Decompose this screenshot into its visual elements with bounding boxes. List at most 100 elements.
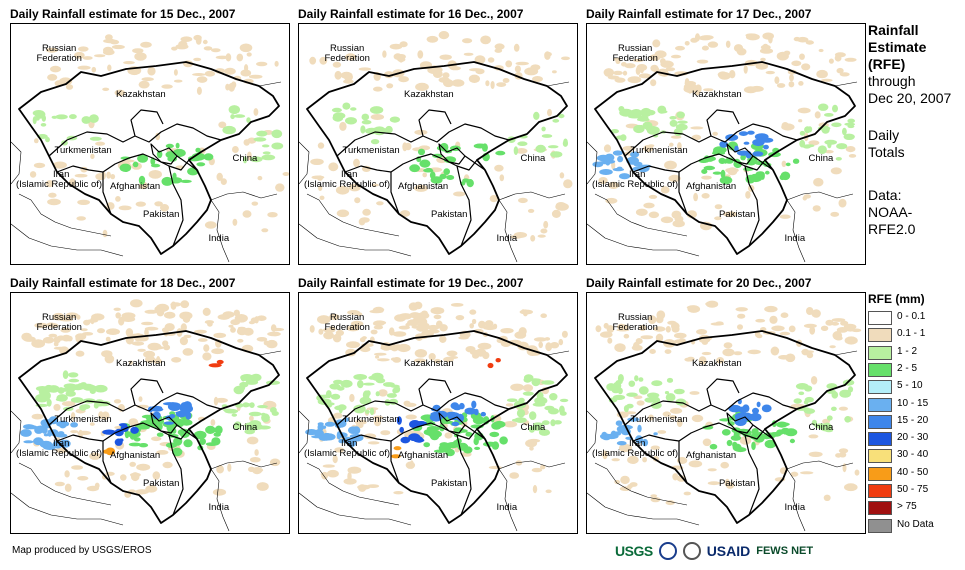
country-border xyxy=(150,143,178,165)
legend-item: 20 - 30 xyxy=(868,430,960,447)
map-panel-6: Russian Federation Kazakhstan Turkmenistan I… xyxy=(586,292,866,534)
neighbor-border xyxy=(587,410,598,454)
country-label-china: China xyxy=(520,422,546,433)
country-label-pakistan: Pakistan xyxy=(431,478,468,489)
neighbor-border xyxy=(587,141,598,185)
rainfall-map xyxy=(11,34,289,263)
country-label-iran-line1: Iran xyxy=(53,169,70,180)
neighbor-border xyxy=(786,191,854,201)
country-label-iran-line2: (Islamic Republic of) xyxy=(592,179,679,190)
country-border xyxy=(176,155,198,171)
country-label-russia-line2: Federation xyxy=(612,322,658,333)
legend-label: 0.1 - 1 xyxy=(897,328,926,340)
sidebar-data-label: Data: xyxy=(868,187,902,203)
country-border xyxy=(726,412,754,434)
country-border xyxy=(176,424,198,440)
neighbor-border xyxy=(210,468,230,532)
country-border xyxy=(102,153,190,173)
map-panel-4: Russian Federation Kazakhstan Turkmenistan I… xyxy=(10,292,290,534)
country-border xyxy=(744,165,760,247)
country-border xyxy=(150,412,178,434)
neighbor-border xyxy=(258,81,282,87)
sidebar-data-source2: RFE2.0 xyxy=(868,221,916,237)
country-border xyxy=(344,434,392,442)
legend-swatch xyxy=(868,466,892,481)
neighbor-border xyxy=(498,191,566,201)
legend-swatch xyxy=(868,345,892,360)
country-label-india: India xyxy=(208,502,230,513)
country-label-russia-line2: Federation xyxy=(36,53,82,64)
country-border xyxy=(678,441,688,484)
legend-item: No Data xyxy=(868,517,960,533)
sidebar-title-line2: Estimate xyxy=(868,39,927,55)
neighbor-border xyxy=(210,460,278,470)
legend-label: 50 - 75 xyxy=(897,484,929,495)
country-label-afghanistan: Afghanistan xyxy=(686,181,737,192)
country-border xyxy=(418,109,452,137)
neighbor-border xyxy=(594,193,688,237)
country-border xyxy=(390,441,400,484)
country-label-afghanistan: Afghanistan xyxy=(110,450,161,461)
neighbor-border xyxy=(498,199,518,263)
country-border xyxy=(464,155,486,171)
country-border xyxy=(336,123,510,157)
country-label-iran-line2: (Islamic Republic of) xyxy=(16,448,103,459)
country-border xyxy=(706,378,740,406)
neighbor-border xyxy=(306,193,400,237)
legend-label: > 75 xyxy=(897,501,917,513)
country-border xyxy=(678,422,766,442)
country-border xyxy=(464,424,486,440)
legend-label: 10 - 15 xyxy=(897,397,929,409)
country-border xyxy=(56,434,104,442)
neighbor-border xyxy=(18,193,112,237)
sidebar-info: Rainfall Estimate (RFE) through Dec 20, … xyxy=(868,22,951,238)
legend-item: 50 - 75 xyxy=(868,482,960,498)
legend-swatch xyxy=(868,414,892,429)
legend-item: 2 - 5 xyxy=(868,361,960,377)
neighbor-border xyxy=(546,81,570,87)
sidebar-totals: Totals xyxy=(868,144,905,160)
country-border xyxy=(438,143,466,165)
country-label-kazakhstan: Kazakhstan xyxy=(116,358,166,369)
country-label-iran-line1: Iran xyxy=(341,169,358,180)
legend-swatch xyxy=(868,397,892,412)
neighbor-border xyxy=(306,462,400,506)
country-border xyxy=(456,165,472,247)
rainfall-cells xyxy=(595,300,862,506)
sidebar-date: Dec 20, 2007 xyxy=(868,90,952,106)
legend-swatch xyxy=(868,432,892,447)
neighbor-border xyxy=(299,141,310,185)
legend-label: 0 - 0.1 xyxy=(897,311,926,322)
legend-title: RFE (mm) xyxy=(868,292,925,306)
rainfall-map xyxy=(587,32,858,263)
usgs-logo: USGS xyxy=(615,543,653,559)
legend-label: No Data xyxy=(897,518,934,530)
panel-title-1: Daily Rainfall estimate for 15 Dec., 200… xyxy=(10,7,236,21)
country-label-pakistan: Pakistan xyxy=(143,209,180,220)
country-label-pakistan: Pakistan xyxy=(719,478,756,489)
country-label-russia-line2: Federation xyxy=(324,53,370,64)
neighbor-border xyxy=(594,462,688,506)
neighbor-border xyxy=(258,350,282,356)
legend-item: > 75 xyxy=(868,499,960,516)
country-border xyxy=(130,109,164,137)
country-label-turkmenistan: Turkmenistan xyxy=(630,145,688,156)
country-label-china: China xyxy=(808,153,834,164)
neighbor-border xyxy=(587,492,700,526)
country-label-china: China xyxy=(520,153,546,164)
country-border xyxy=(336,392,510,426)
country-label-afghanistan: Afghanistan xyxy=(398,450,449,461)
country-border xyxy=(390,422,478,442)
country-label-pakistan: Pakistan xyxy=(719,209,756,220)
country-border xyxy=(390,153,478,173)
legend-swatch xyxy=(868,328,892,343)
country-border xyxy=(48,123,222,157)
country-border xyxy=(624,392,798,426)
country-border xyxy=(624,123,798,157)
country-label-russia-line1: Russian xyxy=(42,43,77,54)
country-label-afghanistan: Afghanistan xyxy=(398,181,449,192)
panel-title-6: Daily Rainfall estimate for 20 Dec., 200… xyxy=(586,276,812,290)
country-label-kazakhstan: Kazakhstan xyxy=(692,358,742,369)
country-label-iran-line1: Iran xyxy=(53,438,70,449)
country-label-iran-line1: Iran xyxy=(341,438,358,449)
